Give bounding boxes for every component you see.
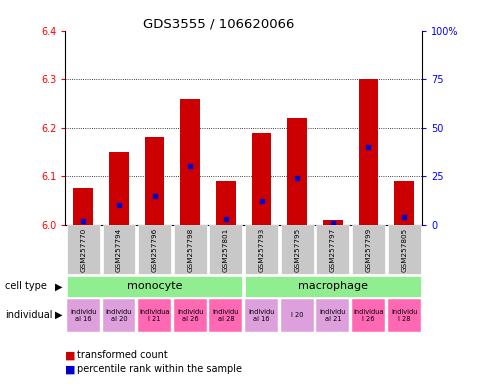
Text: ■: ■ — [65, 350, 76, 360]
Text: individu
al 26: individu al 26 — [177, 309, 203, 322]
Bar — [145, 137, 164, 225]
FancyBboxPatch shape — [316, 225, 348, 274]
Text: individu
al 20: individu al 20 — [106, 309, 132, 322]
Bar — [393, 181, 413, 225]
Text: GSM257796: GSM257796 — [151, 227, 157, 272]
Text: transformed count: transformed count — [76, 350, 167, 360]
Text: ▶: ▶ — [55, 310, 62, 320]
FancyBboxPatch shape — [102, 299, 135, 332]
Text: l 20: l 20 — [290, 312, 303, 318]
Text: individual: individual — [5, 310, 52, 320]
FancyBboxPatch shape — [244, 299, 277, 332]
Text: GSM257798: GSM257798 — [187, 227, 193, 272]
FancyBboxPatch shape — [316, 299, 348, 332]
Text: individu
l 28: individu l 28 — [390, 309, 416, 322]
Text: individu
al 21: individu al 21 — [319, 309, 345, 322]
FancyBboxPatch shape — [102, 225, 135, 274]
Bar — [216, 181, 235, 225]
Bar — [322, 220, 342, 225]
Text: ▶: ▶ — [55, 281, 62, 291]
FancyBboxPatch shape — [138, 299, 171, 332]
Text: GSM257794: GSM257794 — [116, 227, 121, 272]
Text: GSM257770: GSM257770 — [80, 227, 86, 272]
Text: GSM257793: GSM257793 — [258, 227, 264, 272]
FancyBboxPatch shape — [67, 276, 242, 297]
Bar — [251, 132, 271, 225]
Text: monocyte: monocyte — [127, 281, 182, 291]
Text: GSM257799: GSM257799 — [365, 227, 371, 272]
FancyBboxPatch shape — [244, 225, 277, 274]
Text: individua
l 26: individua l 26 — [352, 309, 383, 322]
Text: individu
al 16: individu al 16 — [70, 309, 96, 322]
Text: individu
al 16: individu al 16 — [248, 309, 274, 322]
FancyBboxPatch shape — [351, 299, 384, 332]
FancyBboxPatch shape — [280, 225, 313, 274]
Text: percentile rank within the sample: percentile rank within the sample — [76, 364, 241, 374]
FancyBboxPatch shape — [138, 225, 171, 274]
Text: individu
al 28: individu al 28 — [212, 309, 239, 322]
FancyBboxPatch shape — [173, 225, 206, 274]
Bar — [180, 99, 199, 225]
Text: cell type: cell type — [5, 281, 46, 291]
Text: ■: ■ — [65, 364, 76, 374]
FancyBboxPatch shape — [209, 225, 242, 274]
FancyBboxPatch shape — [67, 225, 100, 274]
Bar — [358, 79, 378, 225]
Bar — [287, 118, 306, 225]
Text: GSM257805: GSM257805 — [400, 227, 406, 272]
Text: GSM257795: GSM257795 — [294, 227, 300, 272]
FancyBboxPatch shape — [280, 299, 313, 332]
FancyBboxPatch shape — [387, 225, 420, 274]
Text: macrophage: macrophage — [297, 281, 367, 291]
FancyBboxPatch shape — [173, 299, 206, 332]
FancyBboxPatch shape — [67, 299, 100, 332]
Text: GDS3555 / 106620066: GDS3555 / 106620066 — [142, 17, 293, 30]
FancyBboxPatch shape — [387, 299, 420, 332]
FancyBboxPatch shape — [209, 299, 242, 332]
FancyBboxPatch shape — [351, 225, 384, 274]
Text: individua
l 21: individua l 21 — [139, 309, 169, 322]
Text: GSM257801: GSM257801 — [223, 227, 228, 272]
Bar — [109, 152, 128, 225]
FancyBboxPatch shape — [244, 276, 420, 297]
Bar — [74, 188, 93, 225]
Text: GSM257797: GSM257797 — [329, 227, 335, 272]
